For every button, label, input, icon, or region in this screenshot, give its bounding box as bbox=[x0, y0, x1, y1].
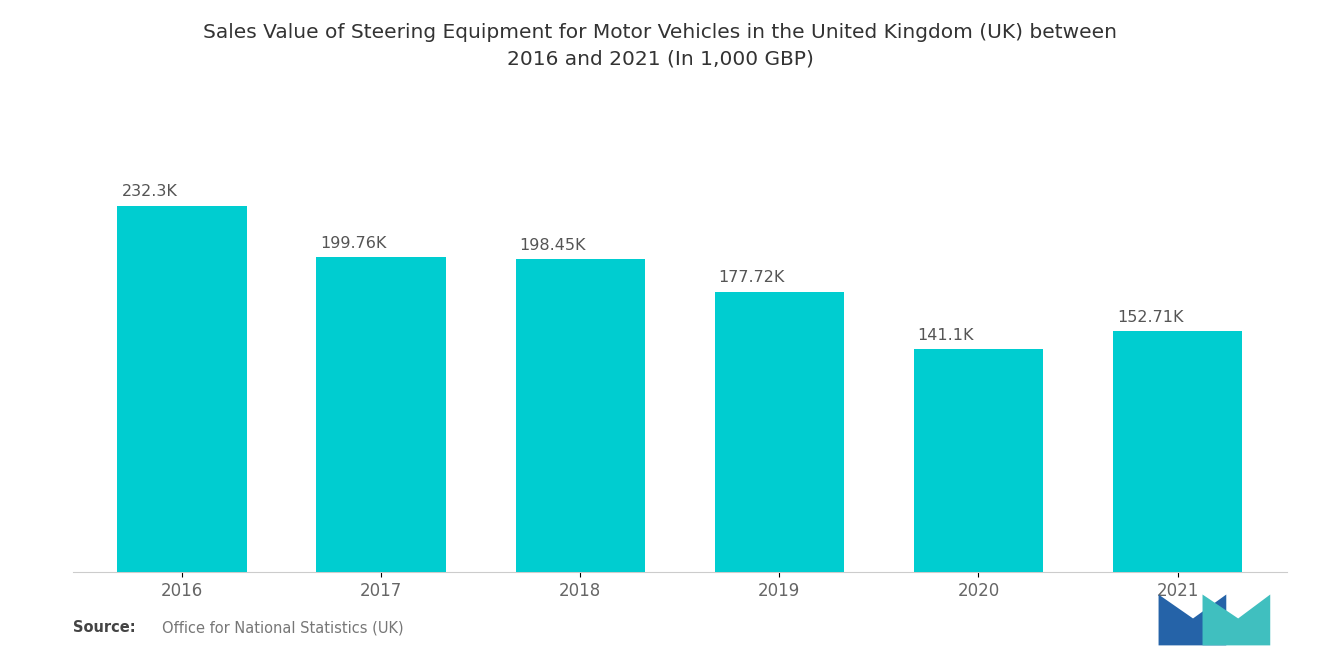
Bar bbox=[317, 257, 446, 572]
Text: Sales Value of Steering Equipment for Motor Vehicles in the United Kingdom (UK) : Sales Value of Steering Equipment for Mo… bbox=[203, 23, 1117, 43]
Text: Source:: Source: bbox=[73, 620, 135, 635]
Text: 177.72K: 177.72K bbox=[718, 271, 785, 285]
Bar bbox=[516, 259, 645, 572]
Bar bbox=[714, 292, 843, 572]
Text: 2016 and 2021 (In 1,000 GBP): 2016 and 2021 (In 1,000 GBP) bbox=[507, 50, 813, 69]
Text: 198.45K: 198.45K bbox=[520, 238, 586, 253]
Text: 141.1K: 141.1K bbox=[917, 329, 974, 343]
Text: 152.71K: 152.71K bbox=[1117, 310, 1183, 325]
Text: 232.3K: 232.3K bbox=[121, 184, 177, 200]
Text: Office for National Statistics (UK): Office for National Statistics (UK) bbox=[162, 620, 404, 635]
Bar bbox=[117, 205, 247, 572]
Bar bbox=[913, 350, 1043, 572]
Text: 199.76K: 199.76K bbox=[321, 235, 387, 251]
Bar bbox=[1113, 331, 1242, 572]
